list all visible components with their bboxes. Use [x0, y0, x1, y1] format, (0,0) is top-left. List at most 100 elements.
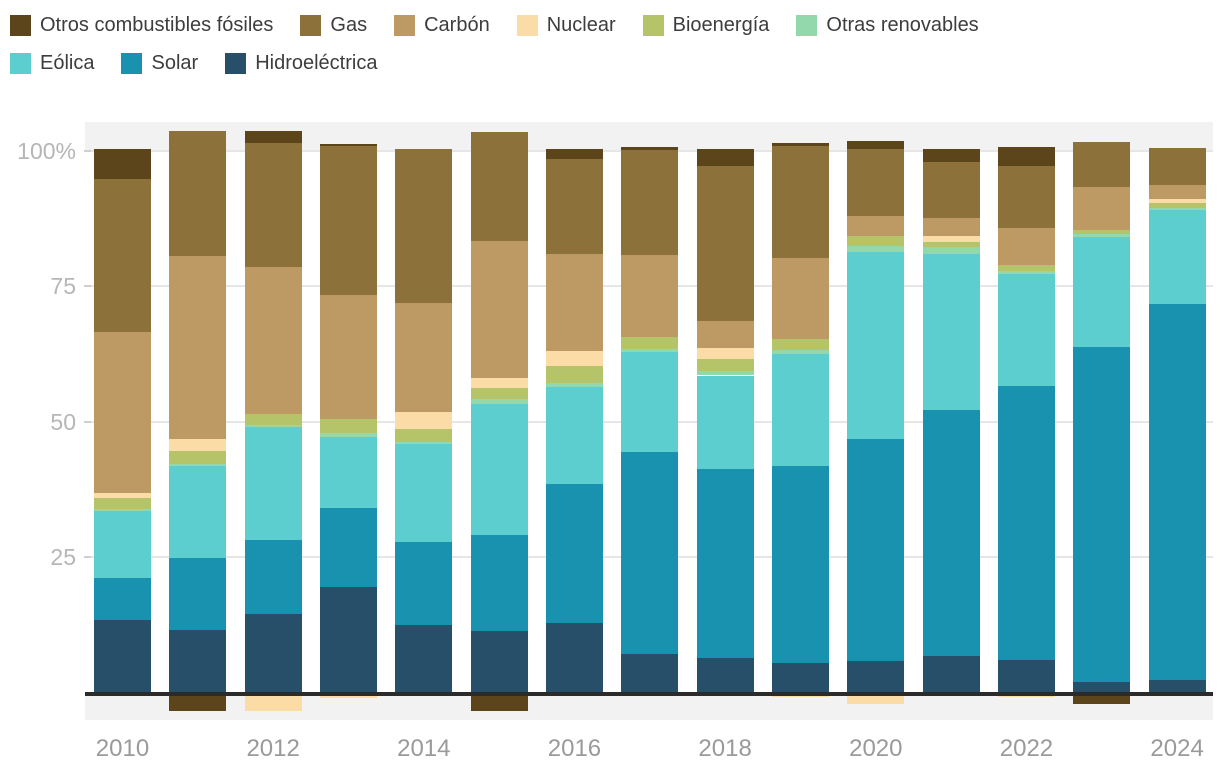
segment-otras-renovables-2015[interactable]	[470, 399, 528, 404]
segment-gas-2014[interactable]	[395, 148, 453, 303]
segment-hidroelectrica-2013[interactable]	[319, 586, 377, 692]
segment-eolica-2014[interactable]	[395, 444, 453, 543]
segment-bioenergia-2021[interactable]	[922, 241, 980, 247]
segment-bioenergia-2010[interactable]	[94, 497, 151, 510]
segment-carbon-2021[interactable]	[922, 217, 980, 237]
segment-hidroelectrica-2020[interactable]	[847, 661, 905, 692]
segment-eolica-2023[interactable]	[1073, 237, 1131, 347]
segment-nuclear-2011[interactable]	[169, 438, 227, 452]
segment-nuclear-2020[interactable]	[847, 692, 905, 704]
segment-bioenergia-2014[interactable]	[395, 429, 453, 442]
segment-gas-2013[interactable]	[319, 146, 377, 295]
segment-eolica-2021[interactable]	[922, 253, 980, 411]
segment-carbon-2022[interactable]	[997, 228, 1055, 265]
segment-bioenergia-2019[interactable]	[771, 338, 829, 350]
segment-gas-2021[interactable]	[922, 161, 980, 218]
segment-otros-combustibles-fosiles-2012[interactable]	[244, 130, 302, 143]
segment-eolica-2017[interactable]	[621, 352, 679, 452]
segment-hidroelectrica-2015[interactable]	[470, 630, 528, 692]
segment-otros-combustibles-fosiles-2021[interactable]	[922, 149, 980, 162]
segment-solar-2019[interactable]	[771, 466, 829, 664]
segment-hidroelectrica-2024[interactable]	[1148, 679, 1206, 692]
segment-carbon-2015[interactable]	[470, 241, 528, 378]
segment-bioenergia-2020[interactable]	[847, 236, 905, 247]
segment-gas-2015[interactable]	[470, 131, 528, 242]
segment-otros-combustibles-fosiles-2022[interactable]	[997, 147, 1055, 167]
segment-solar-2016[interactable]	[545, 484, 603, 623]
segment-eolica-2024[interactable]	[1148, 209, 1206, 304]
segment-solar-2022[interactable]	[997, 385, 1055, 660]
segment-carbon-2019[interactable]	[771, 257, 829, 339]
segment-eolica-2011[interactable]	[169, 465, 227, 558]
segment-carbon-2014[interactable]	[395, 303, 453, 413]
segment-carbon-2017[interactable]	[621, 255, 679, 337]
segment-solar-2017[interactable]	[621, 451, 679, 655]
segment-bioenergia-2018[interactable]	[696, 358, 754, 372]
segment-otras-renovables-2024[interactable]	[1148, 207, 1206, 210]
segment-solar-2020[interactable]	[847, 439, 905, 662]
segment-solar-2015[interactable]	[470, 534, 528, 631]
segment-otras-renovables-2011[interactable]	[169, 463, 227, 466]
segment-otras-renovables-2012[interactable]	[244, 425, 302, 428]
segment-gas-2016[interactable]	[545, 158, 603, 254]
segment-solar-2018[interactable]	[696, 469, 754, 658]
segment-eolica-2012[interactable]	[244, 427, 302, 540]
segment-hidroelectrica-2012[interactable]	[244, 613, 302, 692]
segment-bioenergia-2016[interactable]	[545, 365, 603, 383]
segment-solar-2021[interactable]	[922, 410, 980, 656]
segment-otros-combustibles-fosiles-2010[interactable]	[94, 149, 151, 179]
segment-otras-renovables-2014[interactable]	[395, 441, 453, 445]
segment-eolica-2013[interactable]	[319, 436, 377, 508]
segment-otras-renovables-2020[interactable]	[847, 246, 905, 252]
segment-gas-2018[interactable]	[696, 165, 754, 322]
segment-nuclear-2024[interactable]	[1148, 199, 1206, 204]
segment-otras-renovables-2013[interactable]	[319, 432, 377, 437]
segment-gas-2024[interactable]	[1148, 148, 1206, 186]
segment-bioenergia-2013[interactable]	[319, 418, 377, 433]
segment-gas-2010[interactable]	[94, 178, 151, 333]
segment-carbon-2010[interactable]	[94, 332, 151, 493]
segment-gas-2019[interactable]	[771, 145, 829, 258]
segment-otros-combustibles-fosiles-2017[interactable]	[621, 147, 679, 151]
segment-eolica-2018[interactable]	[696, 375, 754, 470]
segment-nuclear-2010[interactable]	[94, 492, 151, 498]
segment-carbon-2012[interactable]	[244, 266, 302, 415]
segment-otras-renovables-2018[interactable]	[696, 371, 754, 376]
segment-hidroelectrica-2021[interactable]	[922, 655, 980, 692]
segment-carbon-2023[interactable]	[1073, 186, 1131, 230]
segment-bioenergia-2023[interactable]	[1073, 229, 1131, 235]
segment-hidroelectrica-2018[interactable]	[696, 657, 754, 692]
segment-nuclear-2012[interactable]	[244, 692, 302, 711]
segment-hidroelectrica-2017[interactable]	[621, 654, 679, 692]
segment-otras-renovables-2021[interactable]	[922, 246, 980, 254]
segment-solar-2012[interactable]	[244, 539, 302, 614]
segment-solar-2011[interactable]	[169, 557, 227, 631]
segment-nuclear-2016[interactable]	[545, 351, 603, 366]
segment-bioenergia-2024[interactable]	[1148, 203, 1206, 208]
segment-carbon-2011[interactable]	[169, 255, 227, 439]
segment-carbon-2020[interactable]	[847, 215, 905, 237]
segment-carbon-2024[interactable]	[1148, 185, 1206, 200]
segment-hidroelectrica-2010[interactable]	[94, 619, 151, 692]
segment-solar-2014[interactable]	[395, 542, 453, 625]
segment-gas-2023[interactable]	[1073, 141, 1131, 187]
segment-otros-combustibles-fosiles-2018[interactable]	[696, 148, 754, 166]
segment-eolica-2019[interactable]	[771, 353, 829, 467]
segment-otros-combustibles-fosiles-2013[interactable]	[319, 143, 377, 147]
segment-eolica-2020[interactable]	[847, 251, 905, 440]
segment-eolica-2022[interactable]	[997, 273, 1055, 386]
segment-otras-renovables-2022[interactable]	[997, 270, 1055, 274]
segment-nuclear-2014[interactable]	[395, 412, 453, 430]
segment-gas-2012[interactable]	[244, 142, 302, 267]
segment-otras-renovables-2010[interactable]	[94, 509, 151, 511]
segment-hidroelectrica-2022[interactable]	[997, 659, 1055, 692]
segment-hidroelectrica-2023[interactable]	[1073, 681, 1131, 692]
segment-otras-renovables-2017[interactable]	[621, 349, 679, 353]
segment-hidroelectrica-2011[interactable]	[169, 630, 227, 692]
segment-carbon-2016[interactable]	[545, 253, 603, 352]
segment-nuclear-2021[interactable]	[922, 236, 980, 242]
segment-otros-combustibles-fosiles-2020[interactable]	[847, 140, 905, 150]
segment-hidroelectrica-2014[interactable]	[395, 624, 453, 692]
segment-hidroelectrica-2016[interactable]	[545, 622, 603, 692]
segment-otros-combustibles-fosiles-2019[interactable]	[771, 143, 829, 146]
